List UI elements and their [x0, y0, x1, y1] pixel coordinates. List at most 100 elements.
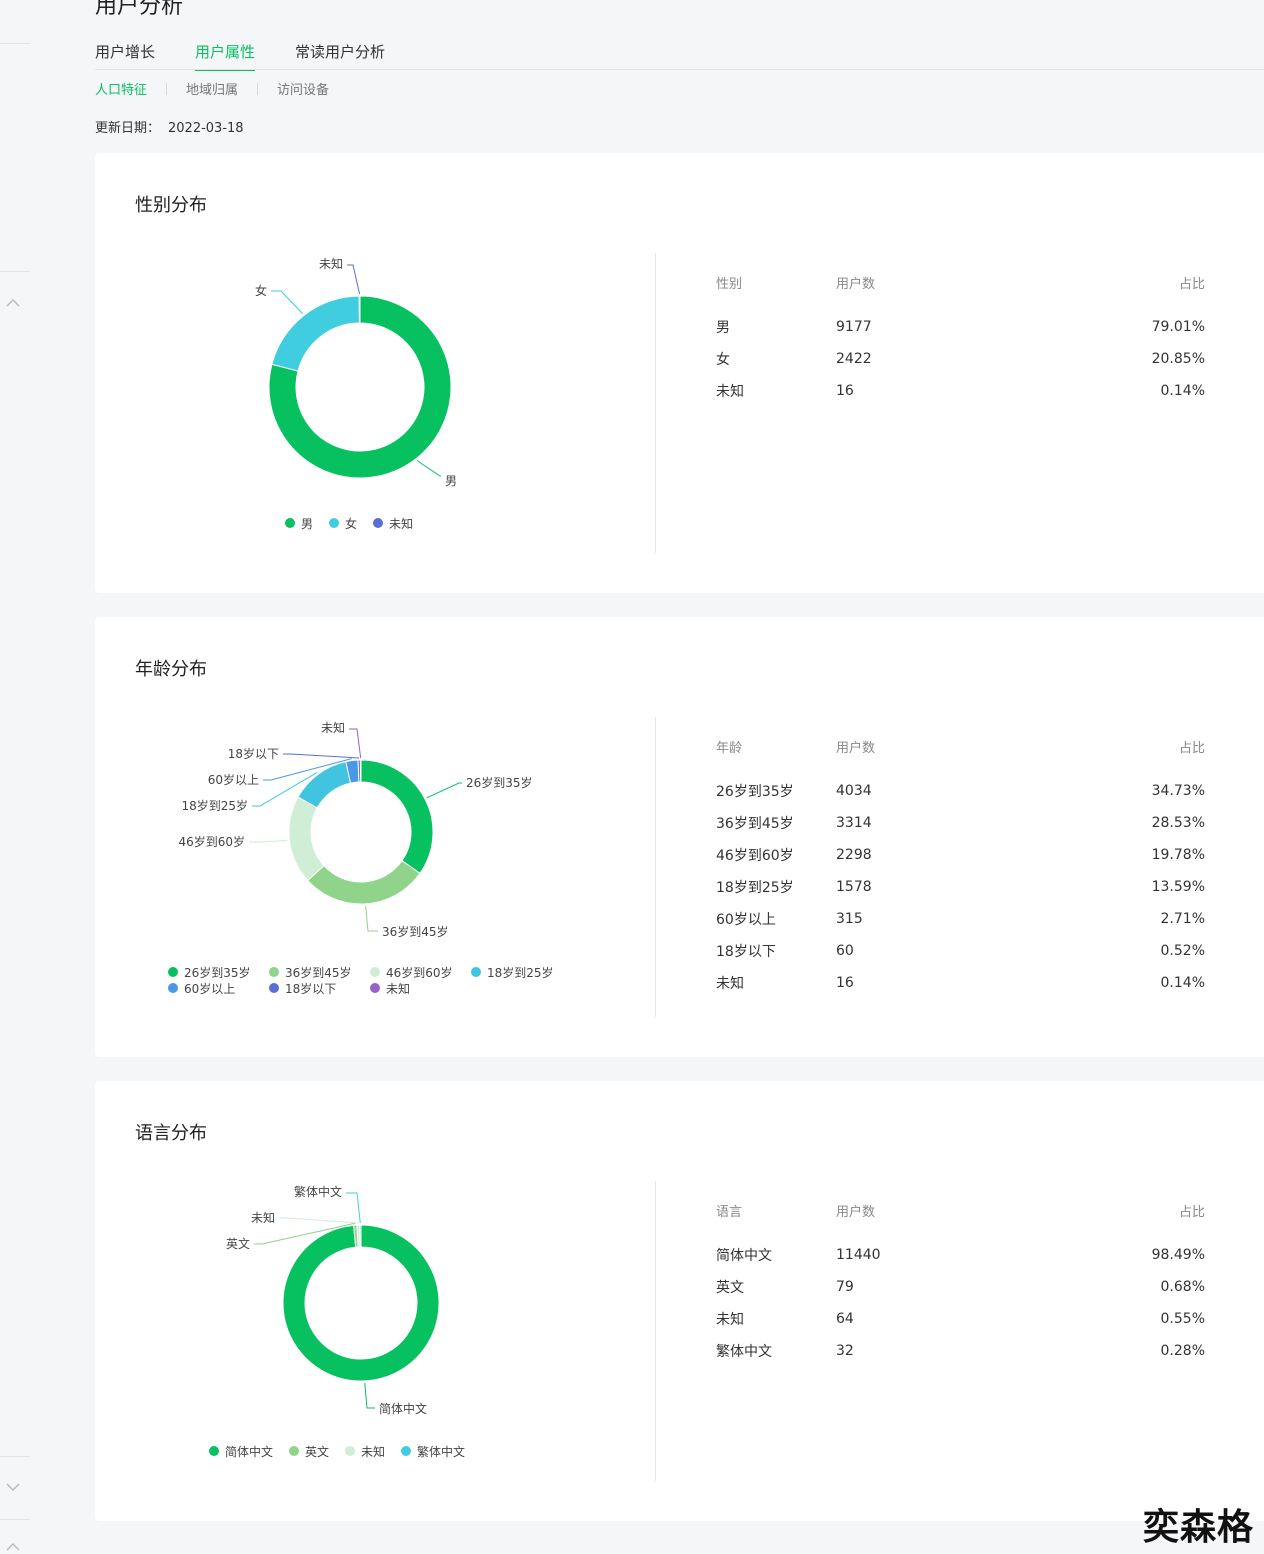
legend-item[interactable]: 未知 — [373, 515, 413, 531]
label-leader-line — [365, 905, 378, 932]
main-tabs: 用户增长 用户属性 常读用户分析 — [95, 42, 386, 71]
legend-dot-icon — [471, 967, 481, 977]
donut-slice[interactable] — [271, 295, 360, 372]
donut-slice[interactable] — [360, 759, 434, 875]
row-percent: 34.73% — [1151, 783, 1205, 799]
language-table: 语言 用户数 占比 简体中文 11440 98.49% 英文 79 0.68% 未知 64 0.55%… — [716, 1201, 1205, 1367]
donut-slice[interactable] — [288, 796, 325, 882]
column-header: 占比 — [1178, 741, 1205, 756]
table-header: 年龄 用户数 占比 — [716, 737, 1205, 757]
legend-item[interactable]: 男 — [285, 515, 313, 531]
card-title: 年龄分布 — [135, 659, 207, 680]
subtab-region[interactable]: 地域归属 — [186, 83, 239, 98]
row-name: 男 — [716, 320, 730, 336]
donut-slice[interactable] — [268, 295, 452, 479]
row-name: 46岁到60岁 — [716, 848, 794, 864]
legend-item[interactable]: 46岁到60岁 — [370, 964, 455, 980]
row-percent: 0.68% — [1160, 1279, 1205, 1295]
table-row: 36岁到45岁 3314 28.53% — [716, 807, 1205, 839]
row-count: 315 — [836, 911, 863, 927]
row-count: 32 — [836, 1343, 854, 1359]
legend-label: 未知 — [389, 516, 414, 531]
legend-item[interactable]: 36岁到45岁 — [269, 964, 354, 980]
table-row: 未知 16 0.14% — [716, 967, 1205, 999]
label-leader-line — [347, 264, 361, 295]
column-header: 性别 — [716, 277, 743, 292]
legend-item[interactable]: 60岁以上 — [168, 980, 253, 996]
legend-label: 18岁到25岁 — [487, 965, 554, 980]
column-header: 语言 — [716, 1205, 743, 1220]
gender-table: 性别 用户数 占比男 9177 79.01% 女 2422 20.85% 未知 16 0.14% — [716, 273, 1205, 407]
donut-slice[interactable] — [307, 860, 421, 905]
table-row: 繁体中文 32 0.28% — [716, 1335, 1205, 1367]
page-title: 用户分析 — [95, 0, 184, 19]
age-card: 年龄分布 26岁到35岁 36岁到45岁 46岁到60岁 18岁到25岁 60岁以上 18… — [95, 617, 1264, 1057]
subtab-devices[interactable]: 访问设备 — [277, 83, 330, 98]
table-row: 未知 64 0.55% — [716, 1303, 1205, 1335]
table-row: 简体中文 11440 98.49% — [716, 1239, 1205, 1271]
row-count: 2298 — [836, 847, 872, 863]
column-header: 用户数 — [836, 277, 876, 292]
legend-item[interactable]: 女 — [329, 515, 357, 531]
legend-dot-icon — [209, 1446, 219, 1456]
legend-dot-icon — [401, 1446, 412, 1456]
legend-dot-icon — [345, 1446, 356, 1456]
legend-label: 女 — [345, 516, 358, 531]
legend-label: 18岁以下 — [285, 981, 337, 996]
donut-slice[interactable] — [358, 295, 361, 324]
row-percent: 0.14% — [1160, 975, 1205, 991]
table-row: 18岁以下 60 0.52% — [716, 935, 1205, 967]
table-header: 语言 用户数 占比 — [716, 1201, 1205, 1221]
row-count: 16 — [836, 975, 854, 991]
sidebar-divider — [0, 43, 30, 44]
slice-label: 男 — [445, 474, 457, 488]
card-title: 性别分布 — [135, 195, 207, 216]
card-title: 语言分布 — [135, 1123, 207, 1144]
table-row: 60岁以上 315 2.71% — [716, 903, 1205, 935]
chevron-up-icon[interactable] — [4, 1540, 22, 1554]
legend-item[interactable]: 英文 — [289, 1443, 329, 1459]
legend-label: 简体中文 — [225, 1444, 274, 1459]
subtab-demographics[interactable]: 人口特征 — [95, 83, 148, 98]
legend-item[interactable]: 未知 — [345, 1443, 385, 1459]
row-percent: 13.59% — [1151, 879, 1205, 895]
table-row: 男 9177 79.01% — [716, 311, 1205, 343]
legend-dot-icon — [370, 983, 380, 993]
chevron-down-icon[interactable] — [4, 1480, 22, 1494]
tab-user-attributes[interactable]: 用户属性 — [195, 42, 256, 71]
chevron-up-icon[interactable] — [4, 296, 22, 310]
update-date-label: 更新日期： — [95, 121, 161, 136]
legend-item[interactable]: 繁体中文 — [401, 1443, 465, 1459]
label-leader-line — [249, 840, 288, 843]
slice-label: 18岁以下 — [228, 746, 279, 761]
table-row: 18岁到25岁 1578 13.59% — [716, 871, 1205, 903]
tab-user-growth[interactable]: 用户增长 — [95, 43, 156, 61]
legend-dot-icon — [329, 518, 340, 528]
donut-slice[interactable] — [297, 761, 352, 809]
row-percent: 0.52% — [1160, 943, 1205, 959]
table-row: 未知 16 0.14% — [716, 375, 1205, 407]
row-percent: 28.53% — [1151, 815, 1205, 831]
legend-item[interactable]: 18岁到25岁 — [471, 964, 556, 980]
donut-slice[interactable] — [282, 1224, 440, 1382]
legend-item[interactable]: 26岁到35岁 — [168, 964, 253, 980]
update-date-value: 2022-03-18 — [168, 121, 244, 136]
donut-slice[interactable] — [359, 759, 362, 783]
row-name: 女 — [716, 352, 730, 368]
card-divider — [655, 717, 656, 1017]
tab-frequent-readers[interactable]: 常读用户分析 — [295, 43, 386, 61]
legend-item[interactable]: 未知 — [370, 980, 455, 996]
legend-label: 英文 — [305, 1444, 330, 1459]
slice-label: 简体中文 — [379, 1401, 427, 1416]
legend-item[interactable]: 18岁以下 — [269, 980, 354, 996]
legend-item[interactable]: 简体中文 — [209, 1443, 273, 1459]
row-name: 未知 — [716, 1312, 744, 1328]
sub-tabs: 人口特征 地域归属 访问设备 — [95, 79, 329, 98]
donut-slice[interactable] — [359, 1224, 362, 1248]
legend-dot-icon — [168, 983, 178, 993]
row-name: 英文 — [716, 1280, 744, 1296]
subtab-separator — [166, 82, 168, 95]
slice-label: 26岁到35岁 — [466, 775, 533, 790]
slice-label: 18岁到25岁 — [181, 798, 248, 813]
